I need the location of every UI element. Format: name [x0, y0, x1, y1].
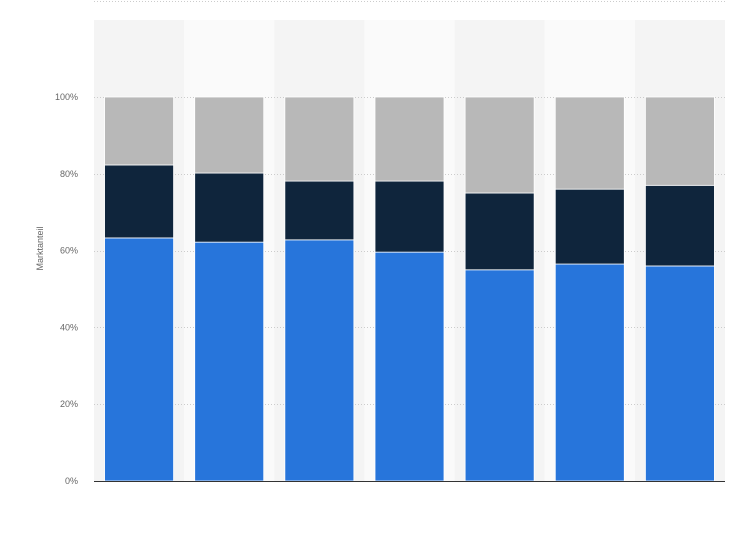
bar-segment-6-3	[554, 96, 625, 190]
y-tick-label: 40%	[60, 322, 78, 332]
bar-segment-4-1	[374, 251, 445, 482]
bar-segment-5-1	[464, 269, 535, 482]
y-axis-title: Marktanteil	[35, 226, 45, 270]
y-tick-label: 80%	[60, 169, 78, 179]
bar-segment-2-2	[194, 172, 265, 243]
bars	[104, 96, 715, 482]
bar-segment-5-3	[464, 96, 535, 194]
bar-segment-6-1	[554, 263, 625, 482]
bar-segment-1-3	[104, 96, 174, 166]
bar-segment-4-3	[374, 96, 445, 182]
bar-segment-1-2	[104, 164, 174, 239]
bar-segment-3-3	[284, 96, 355, 182]
y-tick-label: 100%	[55, 92, 78, 102]
bar-segment-5-2	[464, 192, 535, 271]
y-tick-label: 0%	[65, 476, 78, 486]
bar-segment-2-1	[194, 241, 265, 482]
bar-segment-7-2	[645, 184, 715, 267]
bar-segment-3-2	[284, 180, 355, 241]
bar-segment-3-1	[284, 239, 355, 482]
y-tick-label: 20%	[60, 399, 78, 409]
bar-segment-1-1	[104, 237, 174, 482]
bar-segment-6-2	[554, 188, 625, 265]
y-axis-ticks: 0% 20% 40% 60% 80% 100%	[55, 92, 78, 486]
bar-segment-7-3	[645, 96, 715, 186]
bar-segment-2-3	[194, 96, 265, 174]
bar-segment-4-2	[374, 180, 445, 253]
bar-segment-7-1	[645, 265, 715, 482]
y-tick-label: 60%	[60, 246, 78, 256]
